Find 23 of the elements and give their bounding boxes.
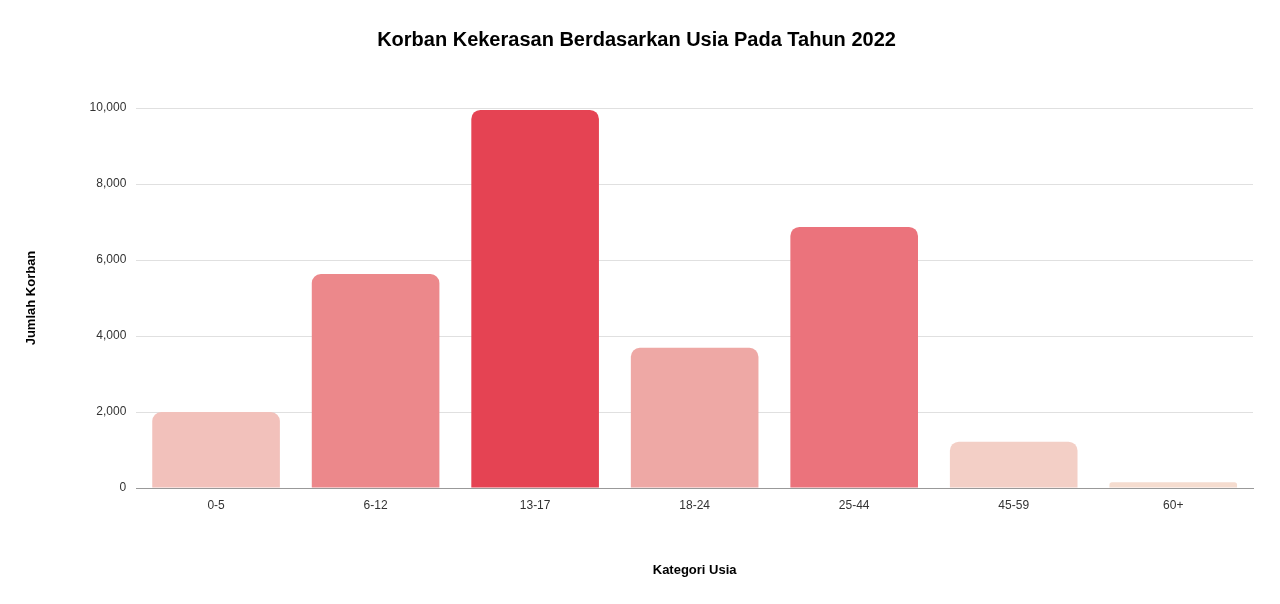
- bar: [790, 226, 918, 488]
- bar: [152, 412, 280, 488]
- bar: [949, 441, 1078, 488]
- y-tick-label: 6,000: [96, 252, 127, 267]
- chart-title: Korban Kekerasan Berdasarkan Usia Pada Tahun 2022: [377, 27, 896, 50]
- x-tick-label: 25-44: [838, 497, 870, 512]
- x-tick-label: 6-12: [363, 497, 388, 512]
- bar: [471, 109, 599, 488]
- y-tick-label: 10,000: [89, 100, 127, 115]
- x-axis-title: Kategori Usia: [652, 561, 738, 577]
- x-tick-label: 18-24: [679, 497, 711, 512]
- bar: [1109, 482, 1238, 488]
- y-axis-title: Jumlah Korban: [23, 250, 39, 346]
- bar: [311, 274, 440, 488]
- x-tick-label: 0-5: [207, 497, 226, 512]
- x-tick-label: 13-17: [519, 497, 551, 512]
- x-tick-label: 45-59: [998, 497, 1030, 512]
- y-tick-label: 0: [119, 480, 127, 495]
- y-tick-label: 8,000: [96, 176, 127, 191]
- bar: [630, 347, 759, 488]
- y-tick-label: 2,000: [96, 404, 127, 419]
- x-tick-label: 60+: [1163, 497, 1184, 512]
- y-tick-label: 4,000: [96, 328, 127, 343]
